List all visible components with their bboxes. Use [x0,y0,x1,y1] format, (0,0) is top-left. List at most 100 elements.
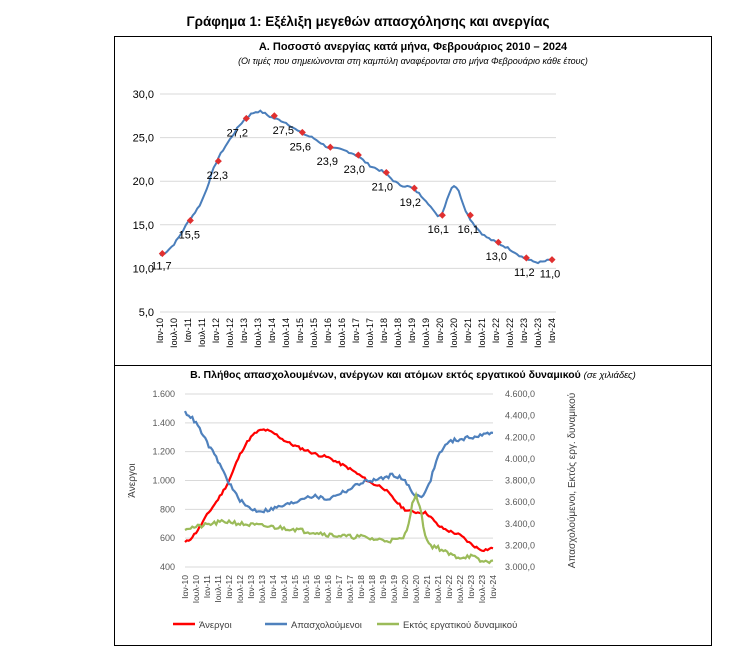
x-tick-label: Ιαν-11 [202,575,212,598]
x-tick-label: Ιουλ-15 [309,318,319,348]
x-tick-label: Ιουλ-12 [235,575,245,604]
feb-marker [326,143,334,151]
x-tick-label: Ιουλ-23 [533,318,543,348]
y-tick-label: 30,0 [133,89,154,101]
y-right-tick-label: 3.200,0 [505,540,535,550]
feb-marker [548,256,556,264]
x-tick-label: Ιαν-21 [422,575,432,599]
x-tick-label: Ιουλ-21 [477,318,487,348]
x-tick-label: Ιαν-13 [239,318,249,343]
x-tick-label: Ιουλ-23 [477,575,487,604]
x-tick-label: Ιουλ-10 [191,575,201,604]
y-right-tick-label: 3.600,0 [505,497,535,507]
y-right-tick-label: 3.000,0 [505,562,535,572]
x-tick-label: Ιουλ-17 [365,318,375,348]
feb-marker [466,211,474,219]
legend-outside-labour-force: Εκτός εργατικού δυναμικού [377,620,517,631]
x-tick-label: Ιαν-20 [400,575,410,599]
x-tick-label: Ιαν-13 [246,575,256,599]
outside-labour-force-line [184,491,494,565]
unemployment-rate-line [159,109,552,265]
y-right-tick-label: 4.600,0 [505,389,535,399]
x-tick-label: Ιαν-16 [312,575,322,599]
y-right-tick-label: 4.400,0 [505,411,535,421]
feb-data-label: 25,6 [290,141,311,153]
x-tick-label: Ιουλ-18 [393,318,403,348]
x-tick-label: Ιουλ-16 [323,575,333,604]
x-tick-label: Ιαν-16 [323,318,333,343]
x-tick-label: Ιαν-23 [466,575,476,599]
panel-a-title: Α. Ποσοστό ανεργίας κατά μήνα, Φεβρουάρι… [258,41,568,53]
x-tick-label: Ιαν-10 [180,575,190,599]
x-tick-label: Ιαν-24 [547,318,557,343]
x-tick-label: Ιαν-12 [224,575,234,599]
y-left-axis-title: Άνεργοι [127,463,138,497]
feb-data-label: 23,0 [344,164,365,176]
feb-marker [242,114,250,122]
feb-marker [158,250,166,258]
y-left-tick-label: 1.200 [152,447,175,457]
y-left-tick-label: 600 [160,533,175,543]
feb-marker [214,157,222,165]
y-left-tick-label: 400 [160,562,175,572]
x-tick-label: Ιουλ-14 [279,575,289,604]
y-right-tick-label: 3.800,0 [505,476,535,486]
unemployed-line [184,428,494,553]
x-tick-label: Ιουλ-19 [421,318,431,348]
panel-b-title: Β. Πλήθος απασχολουμένων, ανέργων και ατ… [115,369,711,381]
x-tick-label: Ιουλ-15 [301,575,311,604]
x-tick-label: Ιουλ-22 [455,575,465,604]
x-tick-label: Ιουλ-13 [253,318,263,348]
x-tick-label: Ιαν-14 [268,575,278,599]
feb-data-label: 16,1 [428,224,449,236]
x-tick-label: Ιαν-22 [444,575,454,599]
panel-b: Β. Πλήθος απασχολουμένων, ανέργων και ατ… [114,365,712,646]
feb-marker [298,128,306,136]
feb-data-label: 15,5 [179,229,200,241]
y-left-tick-label: 1.400 [152,418,175,428]
x-tick-label: Ιουλ-21 [433,575,443,604]
panel-b-title-note: (σε χιλιάδες) [583,370,636,381]
legend-unemployed: Άνεργοι [173,620,232,631]
x-tick-label: Ιουλ-17 [345,575,355,604]
unemployment-rate-chart: 5,0 10,0 15,0 20,0 25,0 30,0 Ιαν-10 Ιουλ-10 Ιαν-… [133,89,561,348]
x-tick-label: Ιαν-19 [378,575,388,599]
y-right-axis-title: Απασχολούμενοι, Εκτός εργ. δυναμικού [566,393,578,568]
y-tick-label: 10,0 [133,263,154,275]
y-tick-label: 25,0 [133,133,154,145]
y-right-tick-label: 4.200,0 [505,432,535,442]
x-tick-label: Ιουλ-18 [367,575,377,604]
y-right-tick-label: 3.400,0 [505,519,535,529]
x-tick-label: Ιαν-23 [519,318,529,343]
y-left-tick-label: 1.600 [152,389,175,399]
feb-data-label: 16,1 [458,224,479,236]
y-tick-label: 15,0 [133,220,154,232]
x-tick-label: Ιουλ-14 [281,318,291,348]
y-tick-label: 5,0 [139,307,154,319]
x-tick-label: Ιαν-19 [407,318,417,343]
legend-label: Άνεργοι [199,620,232,631]
feb-data-label: 27,2 [227,127,248,139]
x-tick-label: Ιαν-18 [356,575,366,599]
feb-data-label: 11,0 [540,269,561,281]
x-tick-label: Ιαν-14 [267,318,277,343]
feb-data-label: 23,9 [317,156,338,168]
population-chart: 400 600 800 1.000 1.200 1.400 1.600 3.000,0 3.20… [127,389,578,631]
y-right-tick-label: 4.000,0 [505,454,535,464]
feb-data-label: 19,2 [400,197,421,209]
x-tick-label: Ιαν-15 [290,575,300,599]
x-tick-label: Ιαν-10 [155,318,165,343]
x-tick-label: Ιουλ-12 [225,318,235,348]
feb-marker [438,211,446,219]
feb-data-label: 22,3 [207,170,228,182]
feb-data-label: 11,2 [514,267,535,279]
x-tick-label: Ιουλ-20 [449,318,459,348]
feb-data-label: 11,7 [151,261,172,273]
panel-a-subtitle: (Οι τιμές που σημειώνονται στη καμπύλη α… [238,56,588,66]
feb-data-label: 13,0 [486,251,507,263]
x-tick-label: Ιουλ-22 [505,318,515,348]
employed-line [184,410,494,514]
x-tick-label: Ιαν-21 [463,318,473,343]
x-tick-label: Ιαν-12 [211,318,221,343]
x-tick-label: Ιουλ-19 [389,575,399,604]
